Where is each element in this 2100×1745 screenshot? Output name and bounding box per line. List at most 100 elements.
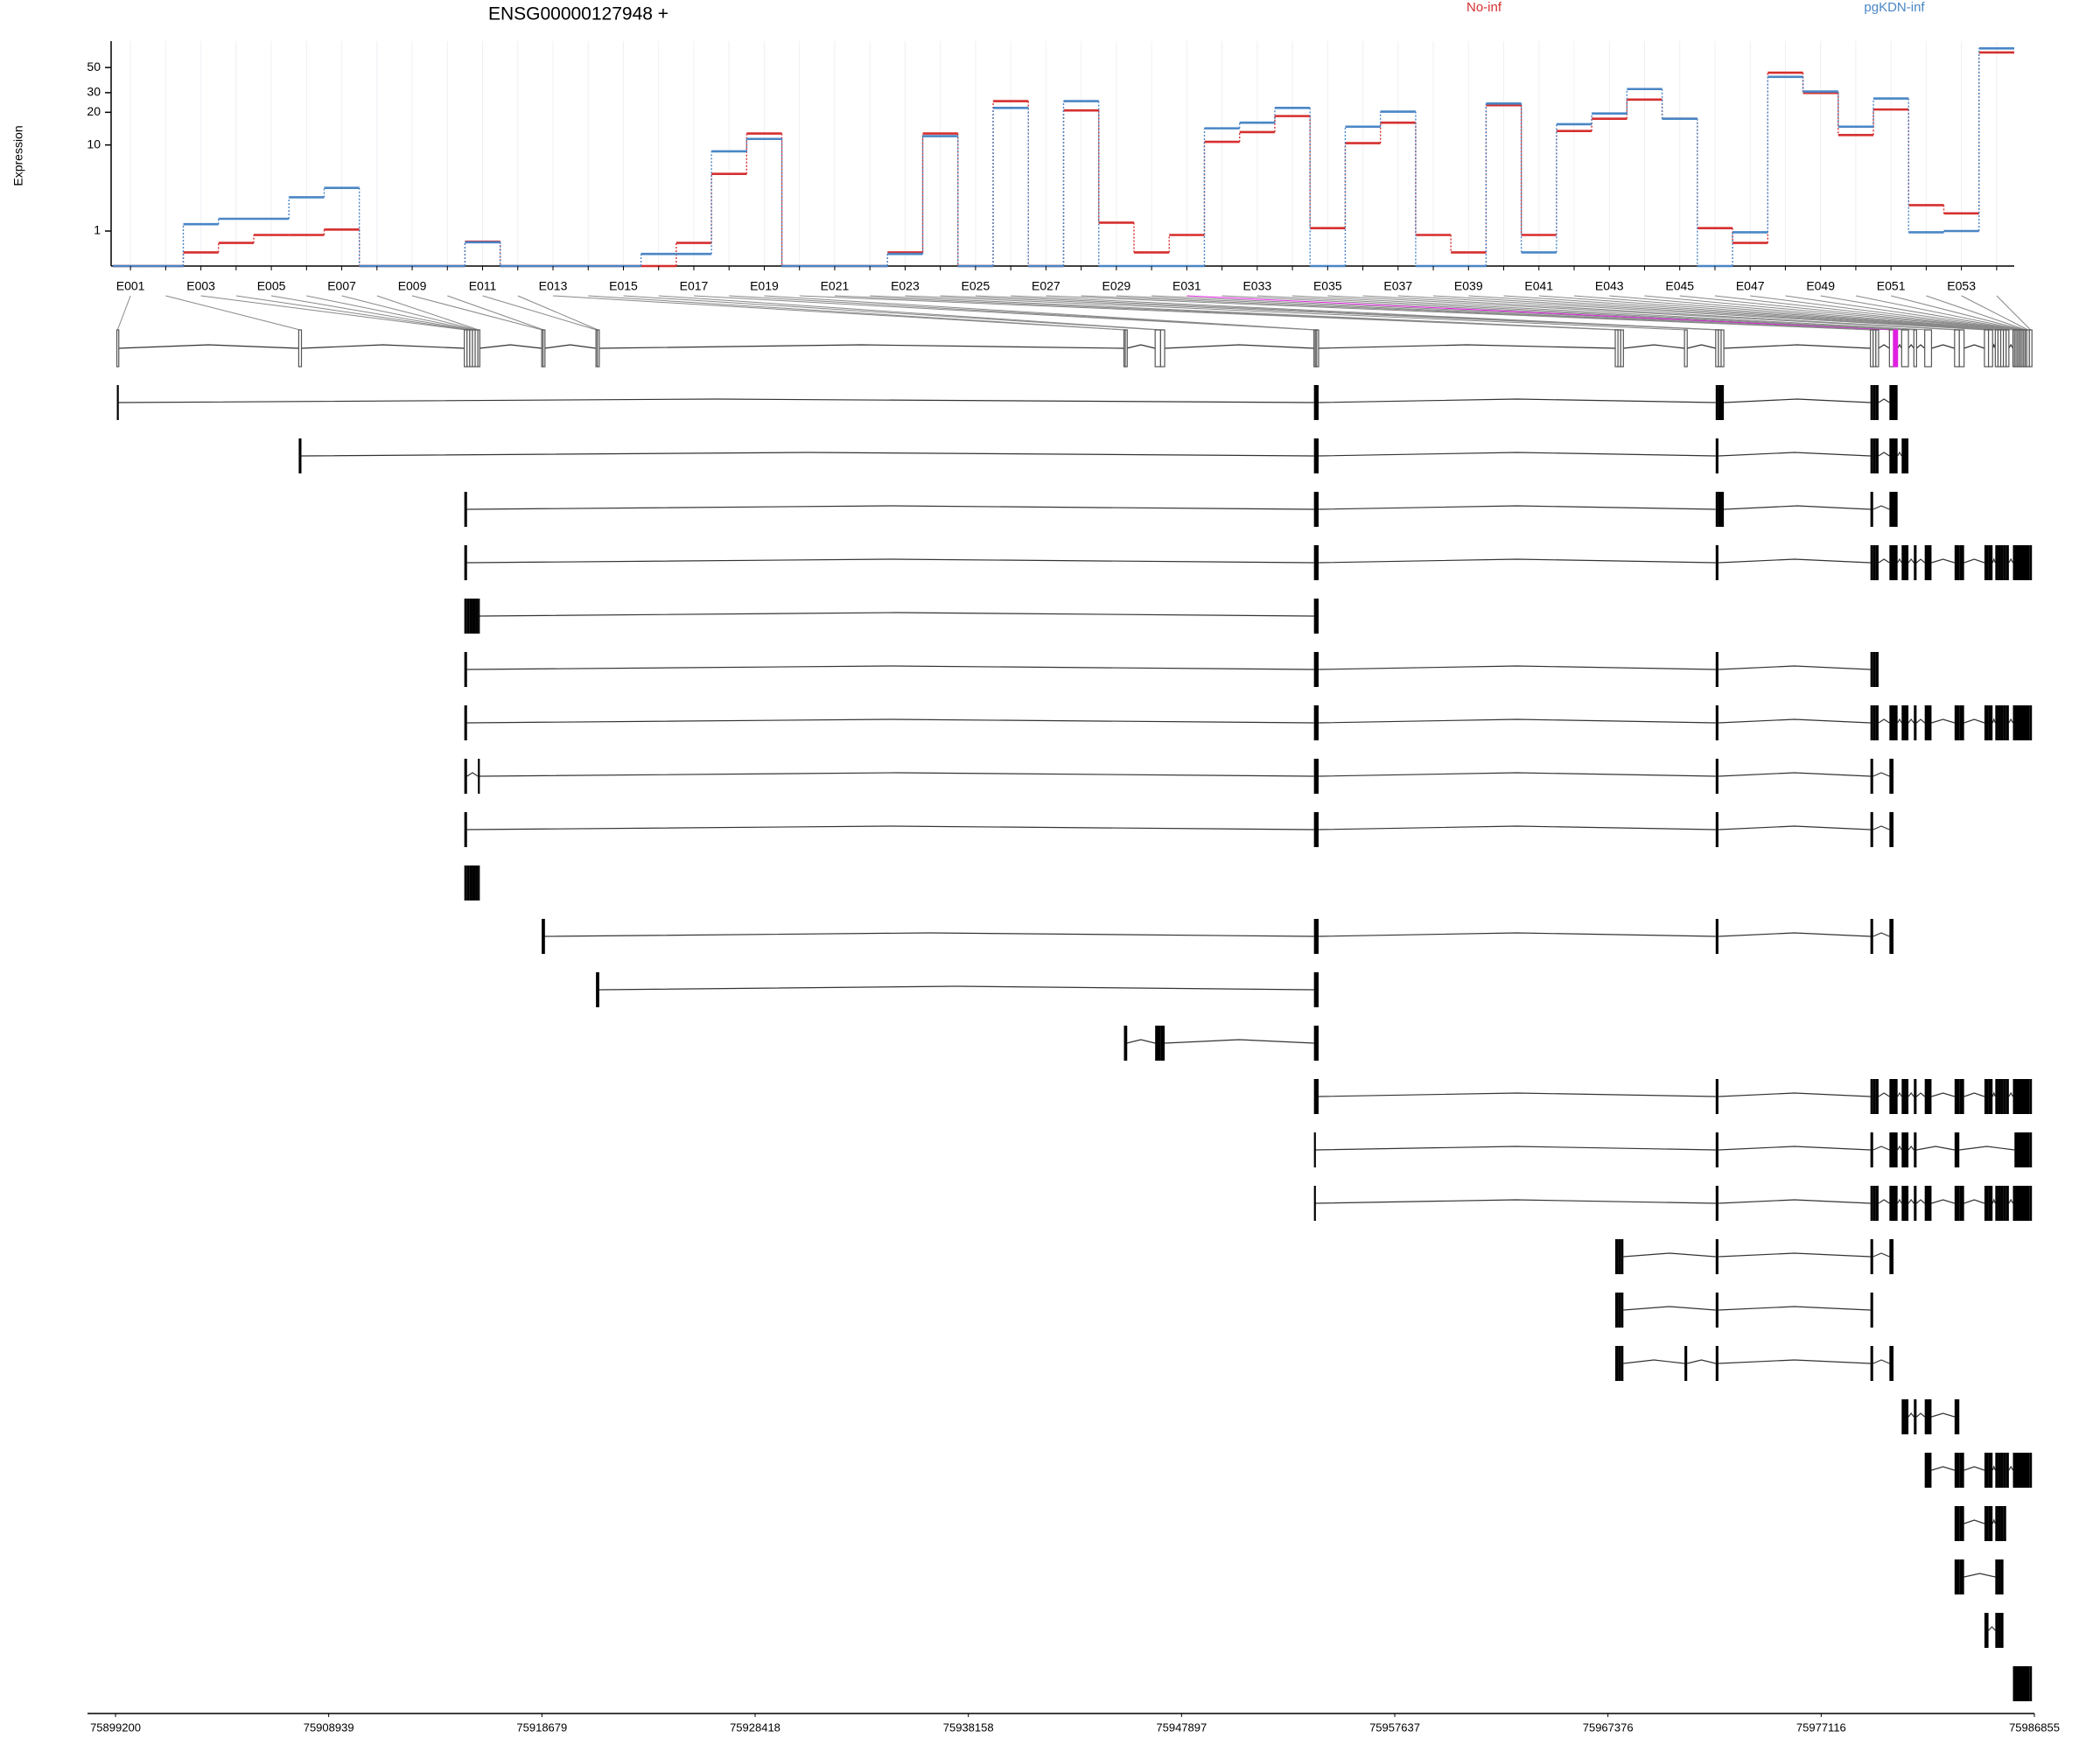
transcript-exon [1718, 492, 1722, 527]
transcript-exon [464, 599, 467, 634]
exon-connector [1996, 295, 2032, 331]
transcript-exon [1995, 1613, 1998, 1648]
gene-model-exon [1924, 329, 1933, 368]
transcript-exon [1715, 1346, 1718, 1381]
gene-model-exon [597, 329, 600, 368]
transcript-exon [1313, 545, 1316, 580]
intron [1872, 772, 1890, 777]
intron [2008, 718, 2014, 724]
transcript-exon [1959, 1453, 1964, 1488]
transcript-exon [2014, 705, 2017, 740]
gene-model-exon [1987, 329, 1993, 368]
transcript-exon [469, 865, 472, 901]
x-tick-label: E023 [891, 279, 920, 293]
transcript-exon [2025, 545, 2027, 580]
transcript-exon [2029, 1453, 2033, 1488]
transcript-exon [1914, 1399, 1917, 1434]
gene-model-exon [1875, 329, 1880, 368]
intron [1318, 718, 1716, 724]
transcript-exon [1316, 599, 1319, 634]
transcript-exon [1995, 705, 1998, 740]
transcript-exon [1315, 759, 1318, 794]
transcript-exon [1959, 1506, 1964, 1541]
intron [1964, 1092, 1985, 1097]
transcript-exon [1889, 759, 1894, 794]
transcript-exon [2026, 1453, 2030, 1488]
transcript-exon [1889, 1346, 1894, 1381]
transcript-exon [1315, 1079, 1318, 1114]
transcript-exon [1315, 812, 1318, 847]
transcript-exon [2026, 1666, 2030, 1701]
transcript-exon [1615, 1239, 1619, 1274]
intron [1915, 1092, 1926, 1097]
transcript-exon [2017, 1186, 2020, 1221]
intron [1931, 558, 1955, 564]
transcript-exon [2000, 1453, 2004, 1488]
intron [1718, 932, 1871, 937]
y-tick-label: 10 [87, 137, 101, 151]
intron [1318, 665, 1716, 670]
genome-tick-label: 75947897 [1156, 1720, 1207, 1734]
x-tick-label: E033 [1242, 279, 1271, 293]
transcript-exon [2026, 1079, 2030, 1114]
x-tick-label: E035 [1313, 279, 1342, 293]
transcript-exon [1870, 1293, 1873, 1328]
transcript-exon [1959, 1079, 1964, 1114]
transcript-exon [1684, 1346, 1688, 1381]
transcript-exon [1889, 492, 1894, 527]
transcript-exon [1889, 438, 1894, 473]
exon-connector [1397, 295, 1987, 331]
intron [1931, 1092, 1955, 1097]
x-tick-label: E021 [821, 279, 850, 293]
gene-model-exon [1620, 329, 1624, 368]
transcript-exon [1316, 1026, 1319, 1061]
intron [1878, 344, 1890, 349]
transcript-exon [1313, 652, 1316, 687]
intron [1718, 558, 1871, 564]
transcript-exon [1995, 1506, 1998, 1541]
transcript-exon [1998, 1506, 2001, 1541]
x-tick-label: E053 [1947, 279, 1976, 293]
transcript-exon [2017, 705, 2020, 740]
exon-connector [1152, 295, 1892, 331]
transcript-exon [2025, 1186, 2027, 1221]
intron [1992, 1198, 1996, 1204]
transcript-exon [2022, 1079, 2025, 1114]
transcript-exon [1988, 1506, 1993, 1541]
exon-connector [1362, 295, 1962, 331]
transcript-exon [1894, 1079, 1898, 1114]
intron [1315, 1199, 1716, 1204]
transcript-exon [1316, 919, 1319, 954]
transcript-exon [1924, 1399, 1932, 1434]
transcript-exon [2006, 1079, 2009, 1114]
transcript-exon [1313, 705, 1316, 740]
intron [1318, 825, 1716, 830]
intron [1318, 344, 1616, 349]
transcript-exon [2022, 1453, 2025, 1488]
y-axis-label: Expression [11, 125, 25, 186]
intron [1988, 1626, 1996, 1631]
x-tick-label: E041 [1524, 279, 1553, 293]
transcript-exon [1872, 385, 1876, 420]
exon-connector [1011, 295, 1723, 331]
transcript-exon [1875, 1186, 1879, 1221]
transcript-exon [1618, 1293, 1621, 1328]
transcript-exon [1995, 1079, 1998, 1114]
transcript-exon [466, 599, 470, 634]
transcript-exon [1954, 705, 1960, 740]
exon-connector [1116, 295, 1878, 331]
intron [1908, 344, 1914, 349]
transcript-exon [1901, 705, 1909, 740]
transcript-exon [1995, 545, 1998, 580]
transcript-exon [1984, 545, 1989, 580]
intron [1992, 1518, 1996, 1524]
transcript-exon [1870, 545, 1873, 580]
transcript-exon [1998, 1613, 2001, 1648]
transcript-exon [2016, 1132, 2019, 1167]
transcript-exon [1715, 492, 1718, 527]
transcript-exon [1901, 545, 1909, 580]
exon-connector [552, 295, 1125, 331]
transcript-exon [1914, 705, 1917, 740]
intron [1915, 344, 1926, 349]
transcript-exon [2012, 1453, 2015, 1488]
